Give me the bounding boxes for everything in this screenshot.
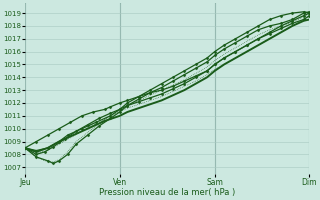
X-axis label: Pression niveau de la mer( hPa ): Pression niveau de la mer( hPa ) bbox=[99, 188, 235, 197]
